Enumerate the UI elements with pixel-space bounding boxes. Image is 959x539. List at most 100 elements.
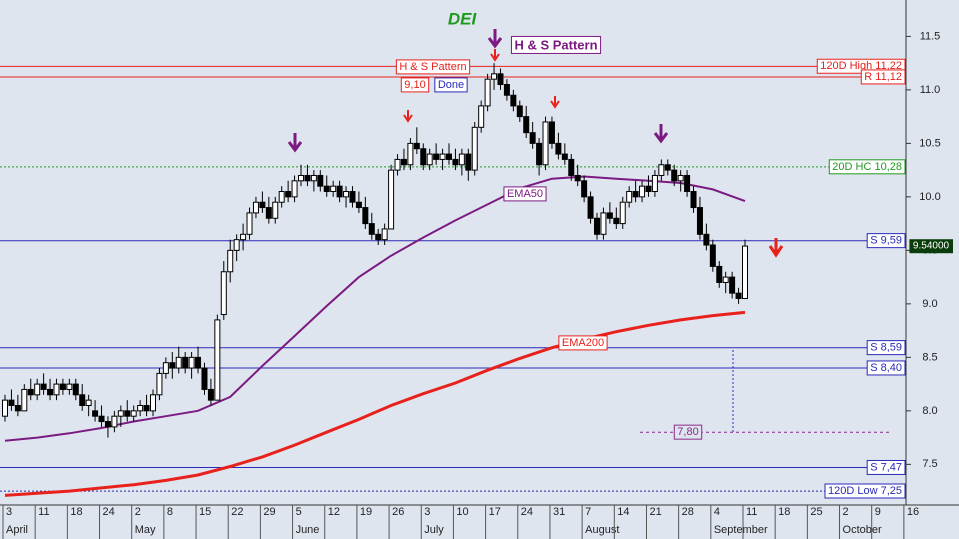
candle-body: [639, 185, 646, 198]
indicator-lines: [4, 175, 746, 497]
month-label: July: [424, 524, 444, 536]
label-box: [866, 459, 906, 475]
label-box: [828, 159, 906, 175]
label-box: [860, 69, 906, 85]
candle-body: [272, 201, 279, 219]
month-label: October: [843, 524, 882, 536]
candle-body: [40, 383, 47, 390]
candle-body: [330, 185, 337, 193]
x-tick-label: 25: [810, 506, 822, 518]
candle-body: [542, 121, 549, 166]
x-tick-label: 24: [521, 506, 533, 518]
candle-body: [561, 153, 568, 160]
annotation: 9,10: [404, 79, 425, 91]
candle-body: [195, 356, 202, 369]
candle-body: [162, 362, 169, 374]
arrow: [403, 110, 413, 123]
candle-body: [394, 158, 401, 171]
candle-body: [98, 415, 105, 423]
candle-body: [696, 207, 703, 235]
candle-body: [529, 132, 536, 144]
candle-body: [626, 191, 633, 203]
x-tick-label: 11: [746, 506, 757, 518]
candle-body: [690, 191, 697, 209]
y-tick-label: 10.5: [919, 137, 940, 149]
candle-body: [21, 388, 28, 412]
candle-body: [587, 196, 594, 219]
candle-body: [368, 223, 375, 235]
candle-body: [497, 73, 504, 86]
candle-body: [34, 383, 41, 396]
candle-body: [317, 174, 324, 187]
x-tick-label: 9: [875, 506, 881, 518]
level-label: S 8,40: [870, 362, 902, 374]
candle-body: [207, 388, 214, 401]
candle-body: [433, 153, 440, 160]
x-tick-label: 31: [553, 506, 565, 518]
x-tick-label: 22: [231, 506, 243, 518]
levels: 120D High 11,22R 11,12 20D HC 10,28 S 9,59…: [0, 58, 906, 499]
x-tick-label: 19: [360, 506, 372, 518]
x-tick-label: 7: [585, 506, 591, 518]
annotation: EMA50: [507, 188, 543, 200]
candle-body: [651, 174, 658, 193]
arrow: [653, 124, 669, 144]
level-label: S 9,59: [870, 235, 902, 247]
candle-body: [285, 191, 292, 198]
candle-body: [375, 233, 382, 241]
month-label: August: [585, 524, 619, 536]
candle-body: [594, 217, 600, 235]
candle-body: [420, 148, 427, 166]
candle-body: [156, 372, 163, 396]
candle-body: [117, 410, 124, 417]
x-tick-label: 10: [456, 506, 468, 518]
annotations: H & S Pattern 9,10 Done H & S Pattern EM…: [395, 35, 608, 351]
month-label: June: [296, 524, 320, 536]
candle-body: [343, 191, 350, 198]
candle-body: [439, 153, 446, 160]
candle-body: [53, 383, 60, 396]
x-tick-label: 11: [38, 506, 49, 518]
candle-body: [426, 153, 433, 166]
candle-body: [104, 421, 111, 428]
label-box: [866, 233, 906, 249]
candle-body: [336, 185, 343, 198]
candles: [2, 63, 748, 438]
level-label: S 7,47: [870, 461, 902, 473]
x-tick-label: 4: [714, 506, 720, 518]
label-box: [866, 360, 906, 376]
month-label: May: [135, 524, 156, 536]
label-box: [503, 186, 547, 202]
candle-body: [735, 292, 742, 300]
last-price-label: 9.54000: [913, 241, 950, 252]
candle-body: [516, 105, 523, 118]
label-box: [510, 35, 602, 54]
indicator-line: [4, 310, 746, 497]
candle-body: [265, 207, 272, 219]
month-label: September: [714, 524, 768, 536]
candle-body: [413, 142, 420, 150]
label-box: [909, 239, 954, 254]
candle-body: [658, 164, 665, 176]
candle-body: [606, 212, 613, 219]
candle-body: [130, 410, 137, 417]
label-box: [434, 77, 468, 93]
x-tick-label: 12: [328, 506, 340, 518]
candle-body: [574, 174, 581, 182]
month-label: April: [6, 524, 28, 536]
label-box: [400, 77, 430, 93]
x-tick-label: 5: [296, 506, 302, 518]
candle-body: [304, 174, 311, 182]
candle-body: [220, 271, 227, 316]
candle-body: [72, 383, 79, 396]
level-label: 20D HC 10,28: [832, 161, 902, 173]
y-tick-label: 9.0: [922, 298, 937, 310]
x-tick-label: 8: [167, 506, 173, 518]
candle-body: [362, 207, 369, 225]
y-tick-label: 8.5: [922, 351, 937, 363]
candle-body: [150, 394, 156, 412]
candle-body: [381, 228, 388, 241]
candle-body: [452, 158, 459, 166]
candle-body: [465, 153, 472, 171]
